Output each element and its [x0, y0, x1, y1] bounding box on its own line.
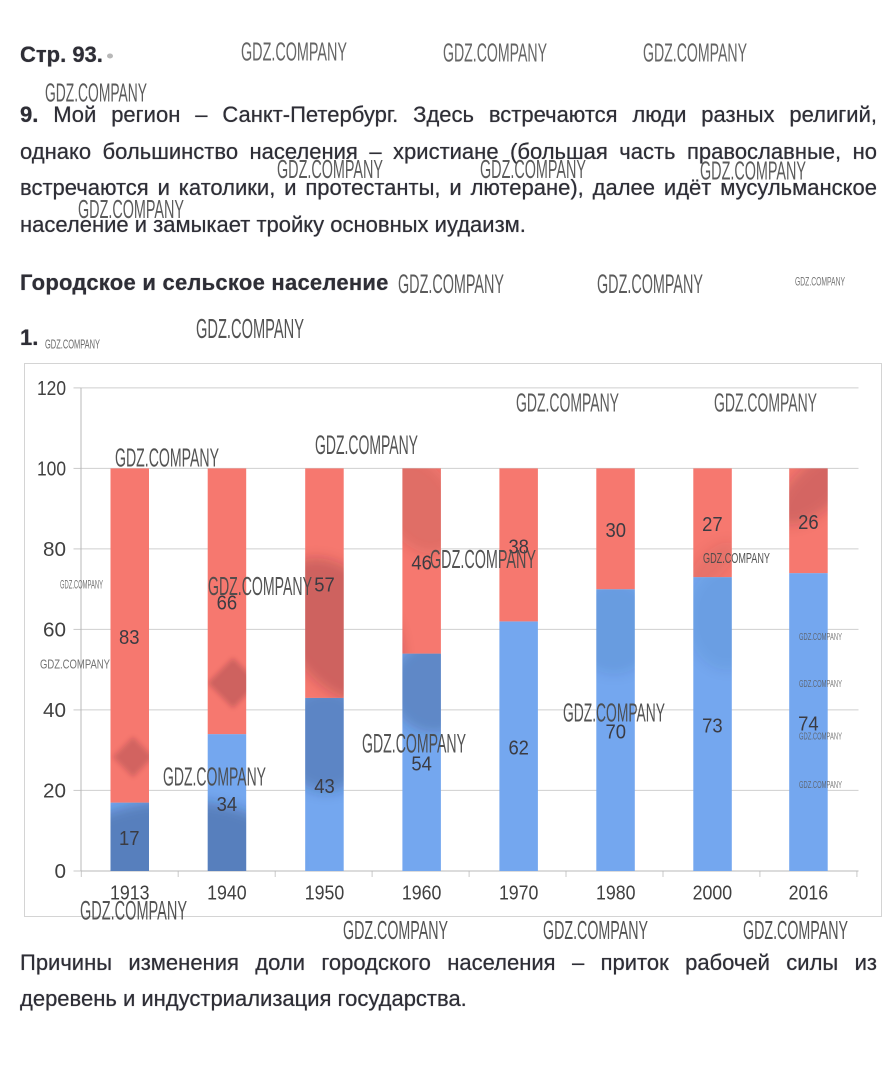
svg-text:GDZ.COMPANY: GDZ.COMPANY [443, 38, 547, 68]
svg-text:74: 74 [798, 714, 819, 736]
svg-text:GDZ.COMPANY: GDZ.COMPANY [315, 430, 418, 460]
svg-text:GDZ.COMPANY: GDZ.COMPANY [40, 657, 110, 672]
svg-text:GDZ.COMPANY: GDZ.COMPANY [430, 544, 536, 574]
svg-text:GDZ.COMPANY: GDZ.COMPANY [80, 896, 187, 926]
svg-text:1980: 1980 [596, 883, 636, 905]
svg-text:GDZ.COMPANY: GDZ.COMPANY [196, 313, 304, 344]
svg-text:1940: 1940 [207, 883, 247, 905]
svg-text:34: 34 [217, 794, 238, 816]
svg-text:1950: 1950 [305, 883, 345, 905]
svg-text:46: 46 [411, 552, 432, 574]
svg-text:GDZ.COMPANY: GDZ.COMPANY [799, 732, 842, 743]
svg-text:GDZ.COMPANY: GDZ.COMPANY [115, 443, 219, 473]
svg-text:20: 20 [43, 780, 66, 802]
svg-text:GDZ.COMPANY: GDZ.COMPANY [398, 269, 504, 299]
svg-text:GDZ.COMPANY: GDZ.COMPANY [703, 551, 770, 567]
svg-text:GDZ.COMPANY: GDZ.COMPANY [516, 388, 619, 418]
svg-text:100: 100 [37, 458, 66, 480]
svg-text:GDZ.COMPANY: GDZ.COMPANY [795, 275, 845, 289]
svg-text:1960: 1960 [402, 883, 442, 905]
svg-text:GDZ.COMPANY: GDZ.COMPANY [563, 698, 665, 728]
svg-text:1913: 1913 [110, 883, 150, 905]
svg-text:62: 62 [508, 738, 529, 760]
svg-text:GDZ.COMPANY: GDZ.COMPANY [543, 915, 648, 945]
svg-text:GDZ.COMPANY: GDZ.COMPANY [208, 571, 312, 601]
svg-text:30: 30 [606, 520, 627, 542]
svg-text:66: 66 [217, 593, 238, 615]
svg-text:1970: 1970 [499, 883, 539, 905]
svg-text:70: 70 [606, 722, 627, 744]
svg-text:GDZ.COMPANY: GDZ.COMPANY [799, 679, 842, 690]
svg-text:2000: 2000 [693, 883, 733, 905]
svg-text:GDZ.COMPANY: GDZ.COMPANY [45, 338, 100, 352]
svg-text:80: 80 [43, 539, 66, 561]
svg-text:38: 38 [508, 536, 529, 558]
svg-text:2016: 2016 [789, 883, 829, 905]
svg-text:GDZ.COMPANY: GDZ.COMPANY [362, 729, 466, 759]
svg-text:27: 27 [702, 514, 723, 536]
svg-text:GDZ.COMPANY: GDZ.COMPANY [60, 580, 103, 592]
svg-text:GDZ.COMPANY: GDZ.COMPANY [643, 38, 747, 68]
svg-text:GDZ.COMPANY: GDZ.COMPANY [597, 269, 703, 299]
svg-text:54: 54 [411, 754, 432, 776]
svg-text:0: 0 [55, 861, 67, 883]
svg-text:GDZ.COMPANY: GDZ.COMPANY [799, 632, 842, 643]
svg-text:17: 17 [119, 828, 140, 850]
svg-text:60: 60 [43, 619, 66, 641]
svg-text:GDZ.COMPANY: GDZ.COMPANY [743, 915, 848, 945]
svg-text:40: 40 [43, 700, 66, 722]
svg-text:73: 73 [702, 716, 723, 738]
svg-text:43: 43 [314, 776, 335, 798]
svg-text:GDZ.COMPANY: GDZ.COMPANY [343, 915, 448, 945]
svg-text:GDZ.COMPANY: GDZ.COMPANY [163, 762, 266, 792]
svg-text:83: 83 [119, 627, 140, 649]
svg-text:57: 57 [314, 575, 335, 597]
svg-text:GDZ.COMPANY: GDZ.COMPANY [241, 37, 347, 67]
svg-text:26: 26 [798, 512, 819, 534]
svg-text:120: 120 [37, 378, 66, 400]
svg-text:GDZ.COMPANY: GDZ.COMPANY [714, 388, 817, 418]
svg-text:GDZ.COMPANY: GDZ.COMPANY [799, 780, 842, 791]
